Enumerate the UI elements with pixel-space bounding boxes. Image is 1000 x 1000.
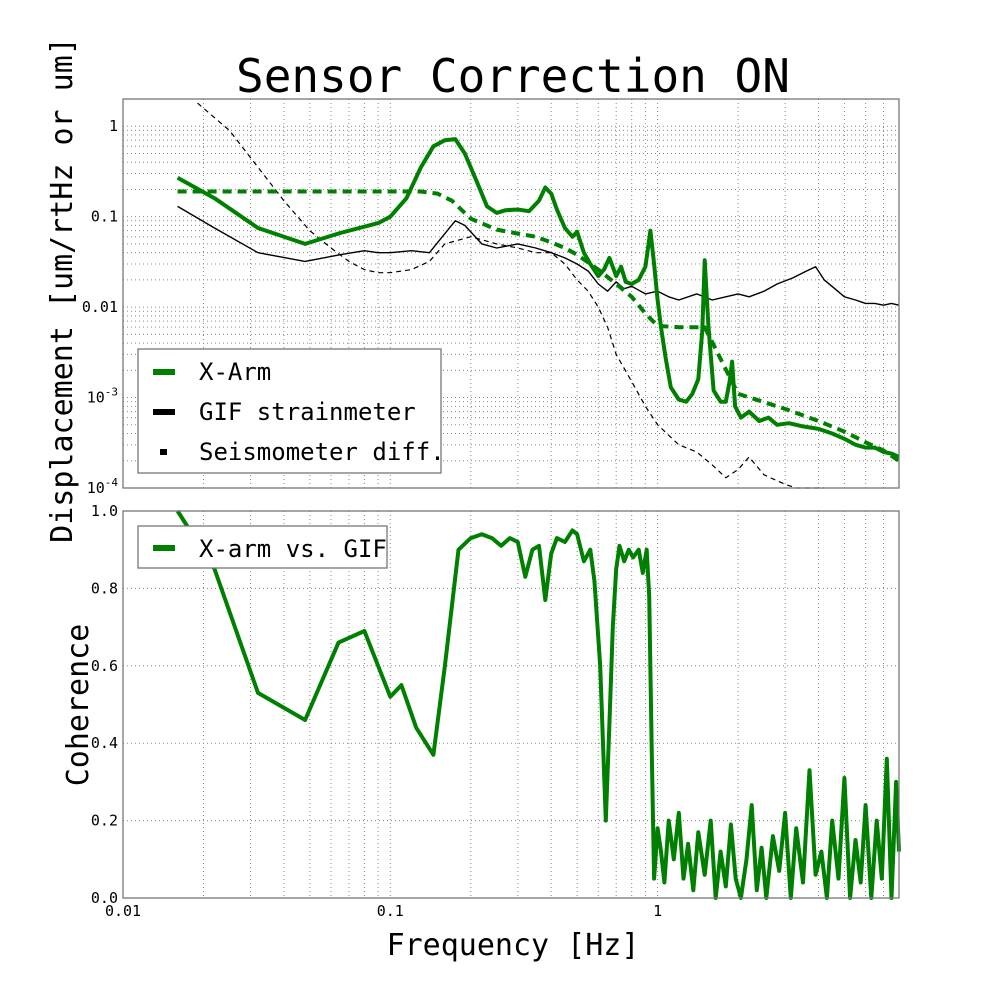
x-tick-label: 1 xyxy=(653,902,662,920)
bottom-legend: X-arm vs. GIF xyxy=(137,525,388,569)
top-y-tick-label: 10-3 xyxy=(87,386,118,407)
top-y-tick-label: 10-4 xyxy=(87,476,119,497)
bottom-y-tick-label: 0.0 xyxy=(91,889,118,907)
bottom-y-tick-label: 0.6 xyxy=(91,657,118,675)
series-line-gif-strainmeter-solid-thin xyxy=(177,205,900,306)
chart-title: Sensor Correction ON xyxy=(236,49,790,103)
bottom-y-tick-label: 1.0 xyxy=(91,502,118,520)
bottom-legend-box xyxy=(137,525,388,569)
series-line-seismometer-diff--dashed-thin xyxy=(197,102,825,489)
top-y-tick-label: 1 xyxy=(109,117,118,135)
legend-label-coherence: X-arm vs. GIF xyxy=(199,535,387,563)
bottom-y-tick-label: 0.2 xyxy=(91,812,118,830)
top-y-axis-label: Displacement [um/rtHz or um] xyxy=(45,37,80,543)
x-tick-label: 0.01 xyxy=(105,902,141,920)
x-axis-label: Frequency [Hz] xyxy=(387,928,640,963)
top-panel-series xyxy=(176,102,901,489)
bottom-panel-ticks: 0.01 0.1 1 0.0 0.2 0.4 0.6 0.8 1.0 xyxy=(91,502,662,920)
series-line-coherence xyxy=(175,509,901,900)
bottom-panel-grid xyxy=(123,511,899,898)
bottom-panel-frame xyxy=(122,510,900,899)
bottom-y-axis-label: Coherence xyxy=(61,624,96,787)
top-legend-box xyxy=(137,348,442,474)
bottom-y-tick-label: 0.8 xyxy=(91,579,118,597)
bottom-panel-series xyxy=(175,509,901,900)
top-legend: X-Arm GIF strainmeter Seismometer diff. xyxy=(137,348,445,474)
top-y-tick-label: 0.1 xyxy=(91,208,118,226)
series-line-x-arm-solid-thick xyxy=(176,137,900,459)
bottom-y-tick-label: 0.4 xyxy=(91,734,118,752)
x-tick-label: 0.1 xyxy=(377,902,404,920)
legend-label-gif: GIF strainmeter xyxy=(199,398,416,426)
legend-label-x-arm: X-Arm xyxy=(199,358,271,386)
legend-label-seismometer: Seismometer diff. xyxy=(199,438,445,466)
top-y-tick-label: 0.01 xyxy=(82,298,118,316)
top-panel-frame xyxy=(122,98,900,489)
top-panel-ticks: 10-4 10-3 0.01 0.1 1 xyxy=(82,117,118,497)
